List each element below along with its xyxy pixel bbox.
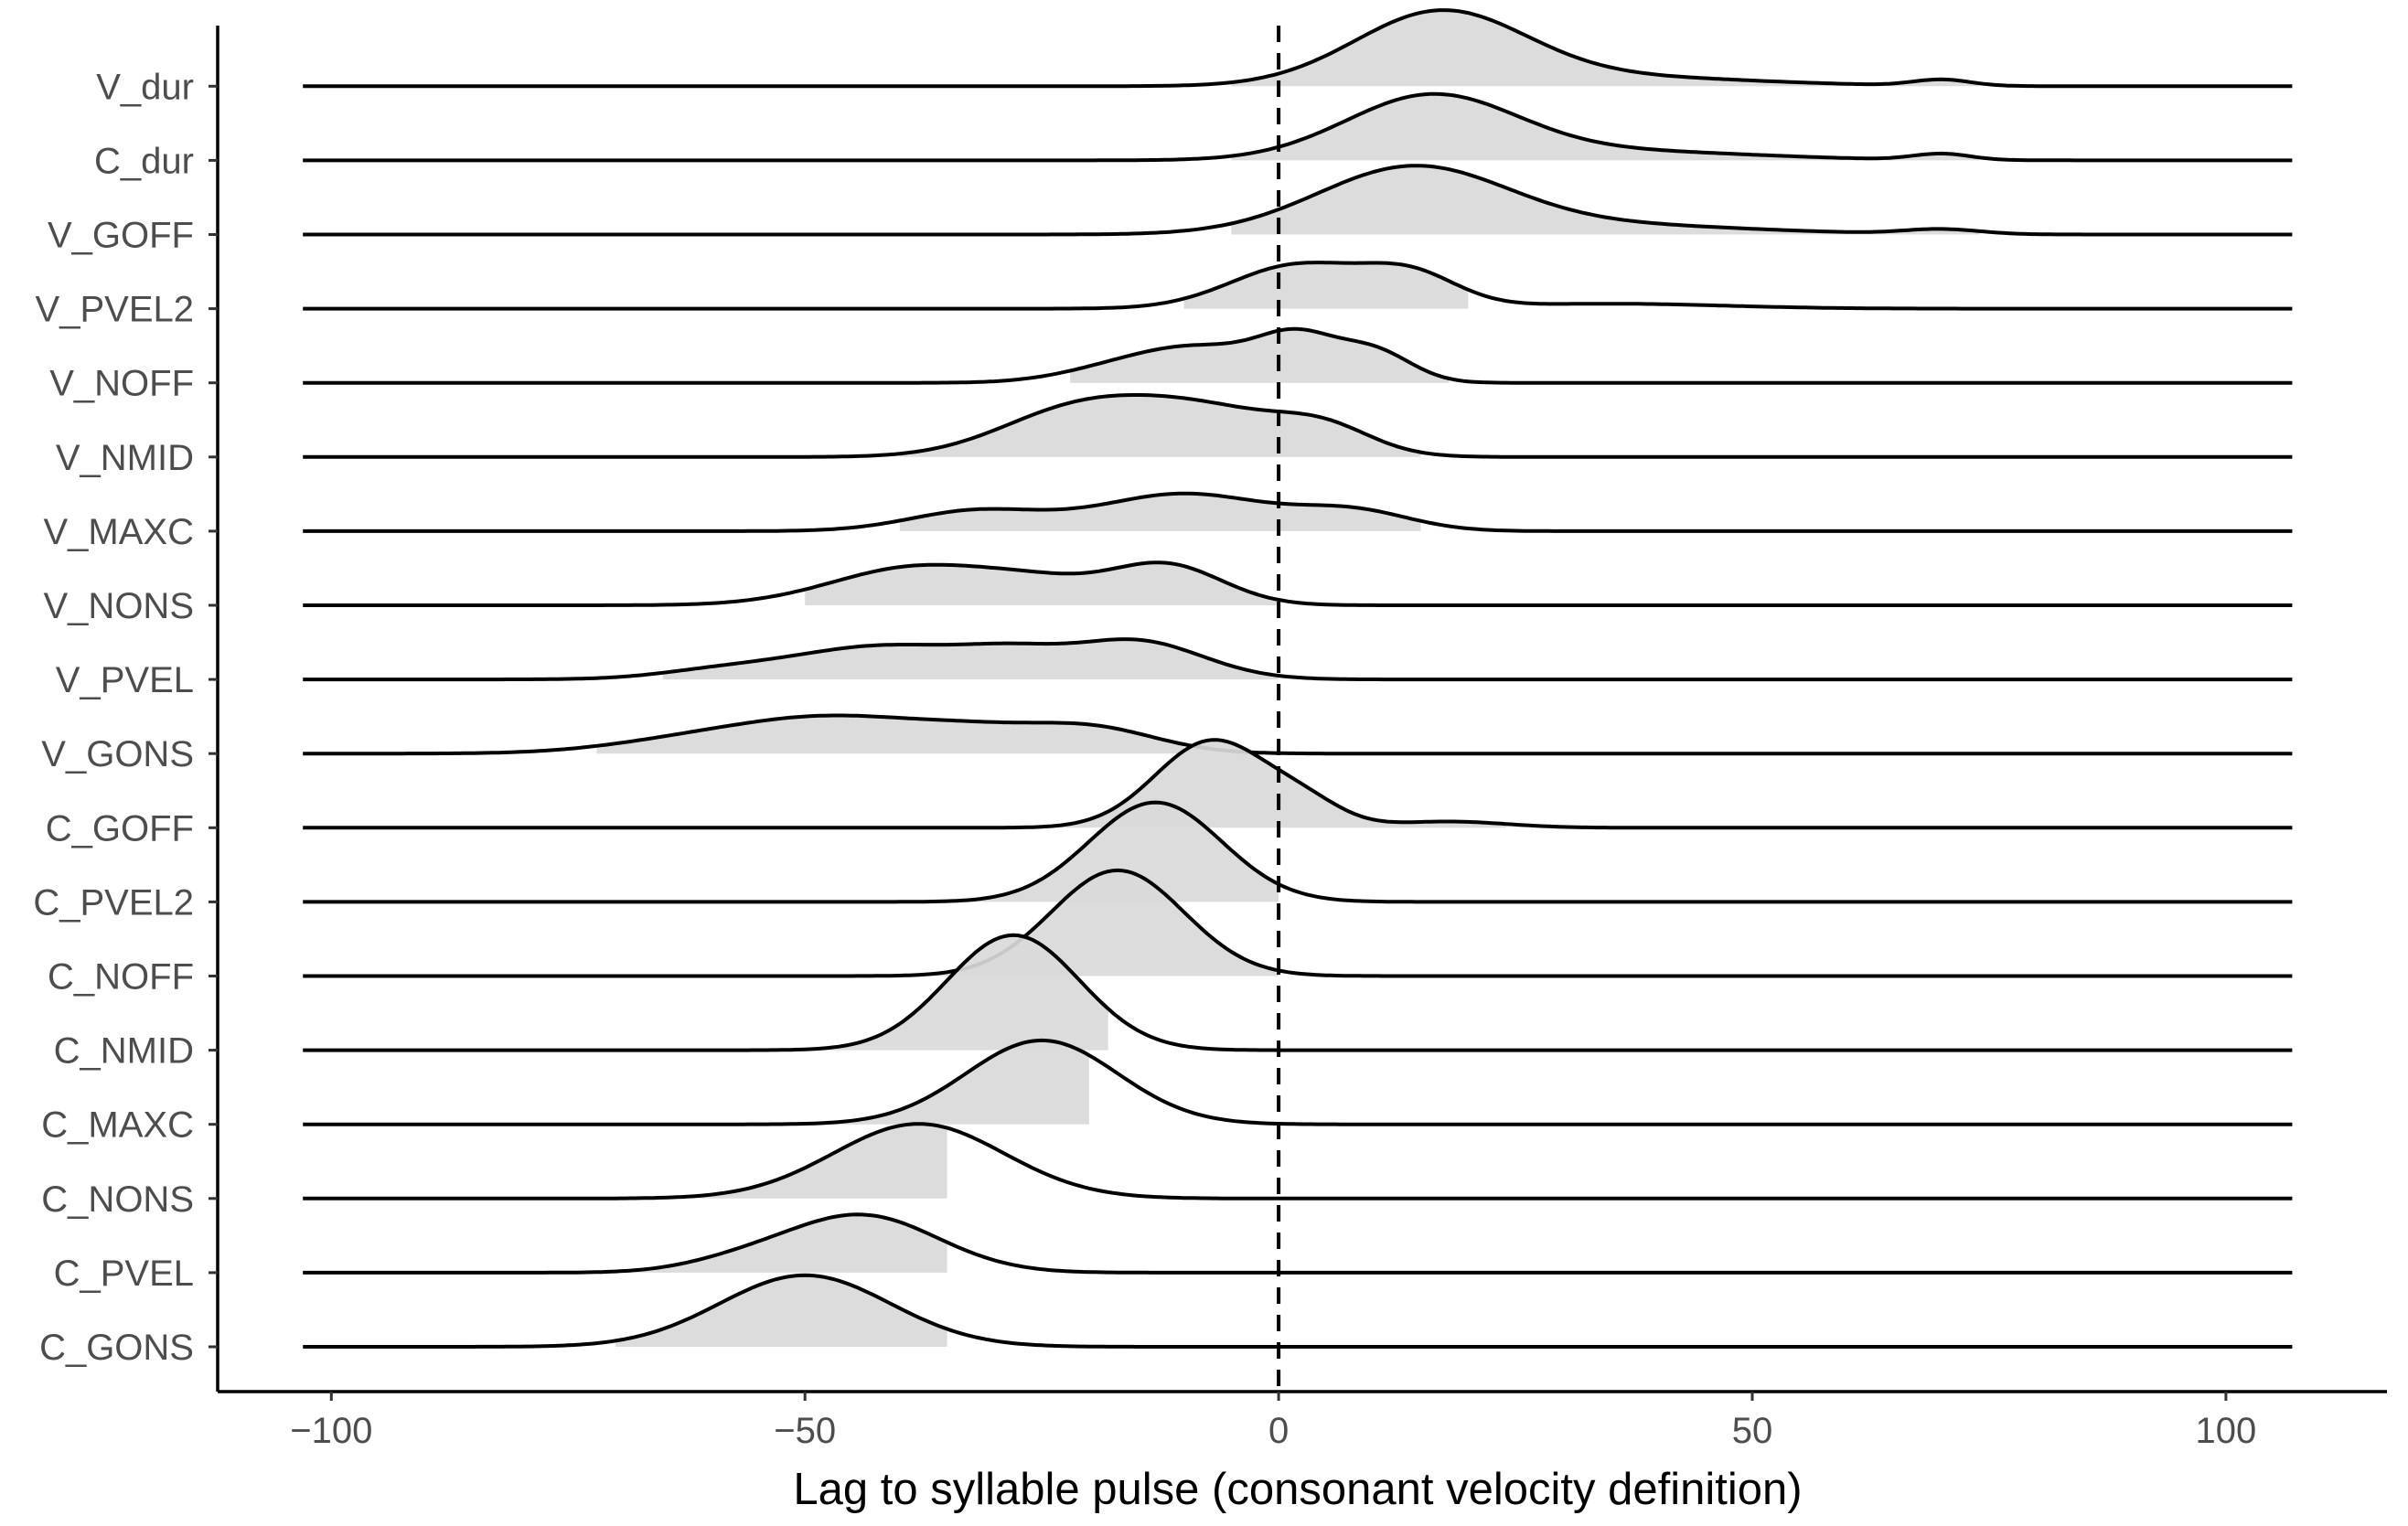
- ridge-line-v-dur: [303, 8, 2293, 89]
- x-axis-labels: −100 −50 0 50 100: [290, 1392, 2256, 1451]
- axes-layer: [216, 26, 2387, 1393]
- ridge-line-c-pvel2: [303, 800, 2293, 904]
- ridge-line-v-pvel: [303, 637, 2293, 682]
- y-category-label: C_NOFF: [48, 957, 194, 998]
- y-category-label: V_NOFF: [49, 364, 194, 404]
- y-category-label: V_GONS: [41, 734, 194, 774]
- y-category-label: V_PVEL2: [36, 290, 194, 330]
- y-category-label: C_PVEL2: [33, 882, 194, 923]
- ridge-line-c-noff: [303, 868, 2293, 978]
- x-axis-title: Lag to syllable pulse (consonant velocit…: [793, 1465, 1802, 1514]
- x-tick-label: 0: [1268, 1411, 1289, 1451]
- ridge-line-c-dur: [303, 91, 2293, 163]
- y-category-label: C_MAXC: [41, 1105, 194, 1146]
- ridge-line-v-pvel2: [303, 261, 2293, 311]
- ridge-fill-v-maxc: [899, 493, 1421, 531]
- y-category-label: V_NONS: [44, 586, 195, 626]
- ridge-fill-c-nmid: [823, 934, 1108, 1051]
- y-category-label: C_dur: [94, 141, 194, 181]
- ridge-line-v-noff: [303, 326, 2293, 385]
- ridge-fill-v-pvel: [662, 639, 1279, 680]
- ridge-line-v-nmid: [303, 393, 2293, 459]
- ridge-line-c-nons: [303, 1122, 2293, 1201]
- ridge-fill-v-goff: [1231, 165, 1980, 235]
- ridge-line-c-gons: [303, 1273, 2293, 1349]
- ridge-fill-c-gons: [615, 1275, 947, 1347]
- ridge-line-v-gons: [303, 713, 2293, 756]
- ridge-line-c-goff: [303, 738, 2293, 830]
- ridge-fill-c-maxc: [786, 1040, 1089, 1125]
- y-category-label: C_NONS: [41, 1179, 194, 1220]
- y-category-label: V_NMID: [56, 438, 194, 478]
- ridge-fill-v-dur: [1231, 10, 1980, 87]
- y-category-label: V_GOFF: [48, 216, 194, 256]
- ridge-fill-v-nons: [805, 562, 1279, 605]
- ridges-layer: [303, 8, 2293, 1349]
- y-category-label: V_dur: [96, 67, 194, 107]
- ridge-line-c-pvel: [303, 1212, 2293, 1275]
- y-category-label: C_NMID: [54, 1031, 194, 1072]
- x-tick-label: −50: [774, 1411, 836, 1451]
- ridge-fill-c-pvel: [634, 1214, 947, 1273]
- ridge-line-c-maxc: [303, 1038, 2293, 1126]
- ridge-fill-v-nmid: [899, 395, 1421, 457]
- ridge-fill-c-pvel2: [956, 802, 1279, 902]
- ridge-line-v-nons: [303, 560, 2293, 607]
- x-tick-label: 100: [2196, 1411, 2257, 1451]
- ridge-line-v-maxc: [303, 491, 2293, 533]
- y-category-label: C_GOFF: [46, 808, 194, 848]
- y-category-label: V_MAXC: [44, 512, 195, 552]
- y-axis-labels: C_GONS C_PVEL C_NONS C_MAXC C_NMID C_NOFF C_PV…: [33, 67, 218, 1368]
- ridge-line-c-nmid: [303, 933, 2293, 1052]
- y-category-label: C_PVEL: [54, 1254, 194, 1294]
- ridge-fill-c-dur: [1231, 93, 1980, 161]
- ridge-line-v-goff: [303, 164, 2293, 237]
- y-category-label: V_PVEL: [56, 660, 194, 700]
- x-tick-label: 50: [1732, 1411, 1773, 1451]
- x-tick-label: −100: [290, 1411, 372, 1451]
- y-category-label: C_GONS: [39, 1328, 194, 1368]
